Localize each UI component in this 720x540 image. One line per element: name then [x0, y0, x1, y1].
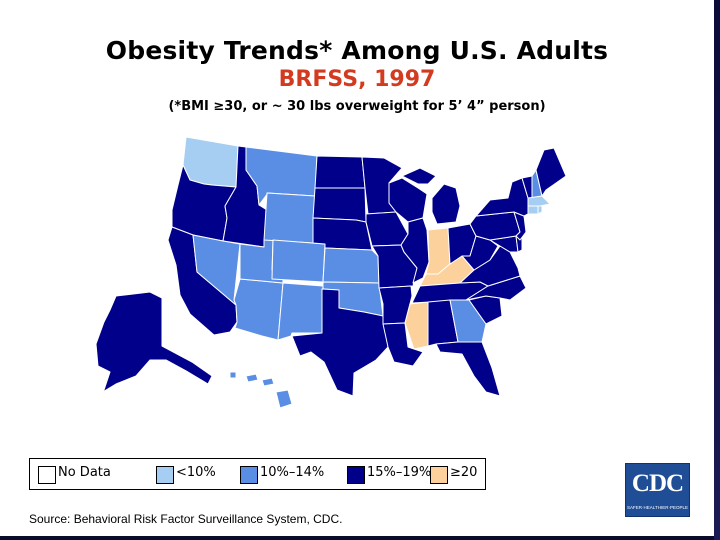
- state-rhode-island: [537, 205, 543, 215]
- legend-label-under-10: <10%: [176, 465, 216, 480]
- legend-swatch-under-10: [156, 466, 174, 484]
- state-wyoming: [263, 192, 316, 244]
- legend: No Data <10% 10%–14% 15%–19% ≥20: [29, 458, 486, 490]
- state-illinois: [400, 217, 430, 284]
- bmi-note: (*BMI ≥30, or ~ 30 lbs overweight for 5’…: [168, 99, 546, 114]
- state-new-york: [475, 177, 529, 217]
- map-title: Obesity Trends* Among U.S. Adults: [105, 36, 609, 65]
- map-subtitle: BRFSS, 1997: [278, 67, 436, 92]
- legend-swatch-10-14: [240, 466, 258, 484]
- slide-edge: [714, 0, 720, 540]
- state-michigan: [401, 167, 461, 225]
- state-massachusetts: [527, 195, 551, 207]
- state-washington: [182, 136, 239, 188]
- state-north-carolina: [465, 275, 527, 301]
- state-arizona: [233, 278, 284, 341]
- state-connecticut: [527, 205, 539, 215]
- source-note: Source: Behavioral Risk Factor Surveilla…: [29, 512, 343, 526]
- cdc-logo-text: CDC: [631, 470, 684, 497]
- cdc-logo: CDC SAFER·HEALTHIER·PEOPLE: [625, 463, 690, 517]
- legend-swatch-20-plus: [430, 466, 448, 484]
- state-hawaii: [229, 371, 293, 409]
- legend-label-no-data: No Data: [58, 465, 111, 480]
- legend-swatch-no-data: [38, 466, 56, 484]
- state-south-dakota: [312, 187, 367, 223]
- state-alaska: [79, 291, 213, 409]
- state-florida: [435, 341, 501, 397]
- state-north-dakota: [314, 155, 366, 189]
- legend-label-10-14: 10%–14%: [260, 465, 325, 480]
- legend-swatch-15-19: [347, 466, 365, 484]
- state-texas: [291, 288, 389, 397]
- state-maine: [535, 147, 567, 197]
- state-louisiana: [382, 322, 424, 367]
- state-kansas: [322, 247, 380, 284]
- state-new-mexico: [277, 282, 324, 341]
- state-virginia: [459, 245, 521, 287]
- state-colorado: [271, 239, 326, 283]
- legend-label-15-19: 15%–19%: [367, 465, 432, 480]
- cdc-logo-tagline: SAFER·HEALTHIER·PEOPLE: [627, 505, 688, 510]
- state-mississippi: [404, 301, 429, 350]
- legend-label-20-plus: ≥20: [450, 465, 478, 480]
